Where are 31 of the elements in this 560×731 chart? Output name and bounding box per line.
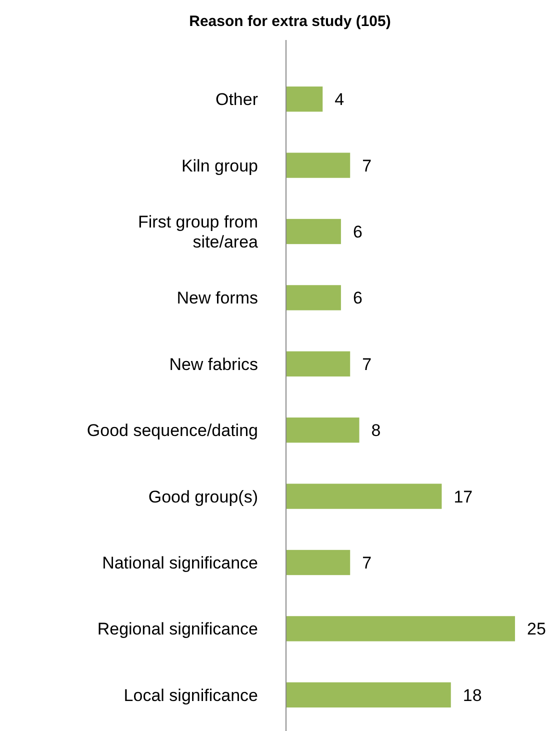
bar	[286, 285, 341, 310]
y-tick-label: Regional significance	[97, 620, 258, 639]
data-label: 8	[371, 421, 381, 440]
bar	[286, 484, 442, 509]
data-label: 6	[352, 222, 362, 242]
data-label: 18	[462, 686, 482, 705]
data-label: 7	[362, 553, 372, 572]
bar	[286, 418, 360, 443]
data-label: 7	[362, 354, 372, 374]
bar	[286, 682, 451, 708]
data-label: 17	[454, 487, 473, 506]
bar	[286, 86, 323, 112]
data-label: 4	[334, 90, 344, 110]
y-tick-label: Good sequence/dating	[86, 421, 258, 440]
y-tick-label: Kiln group	[181, 156, 258, 176]
y-tick-label: National significance	[102, 553, 258, 572]
bar	[286, 616, 515, 642]
data-label: 6	[352, 288, 362, 308]
y-tick-label: Local significance	[124, 686, 258, 705]
data-label: 7	[362, 156, 372, 176]
chart-title: Reason for extra study (105)	[189, 13, 391, 30]
y-tick-label: New fabrics	[169, 354, 258, 374]
bar	[286, 351, 350, 376]
y-tick-label: Other	[215, 90, 258, 110]
data-label: 25	[527, 620, 546, 639]
y-tick-label: First group from site/area	[138, 212, 259, 252]
y-tick-label: New forms	[176, 288, 258, 308]
bar	[286, 152, 350, 178]
y-tick-label: Good group(s)	[148, 487, 258, 506]
bar	[286, 218, 341, 244]
bar	[286, 550, 350, 576]
